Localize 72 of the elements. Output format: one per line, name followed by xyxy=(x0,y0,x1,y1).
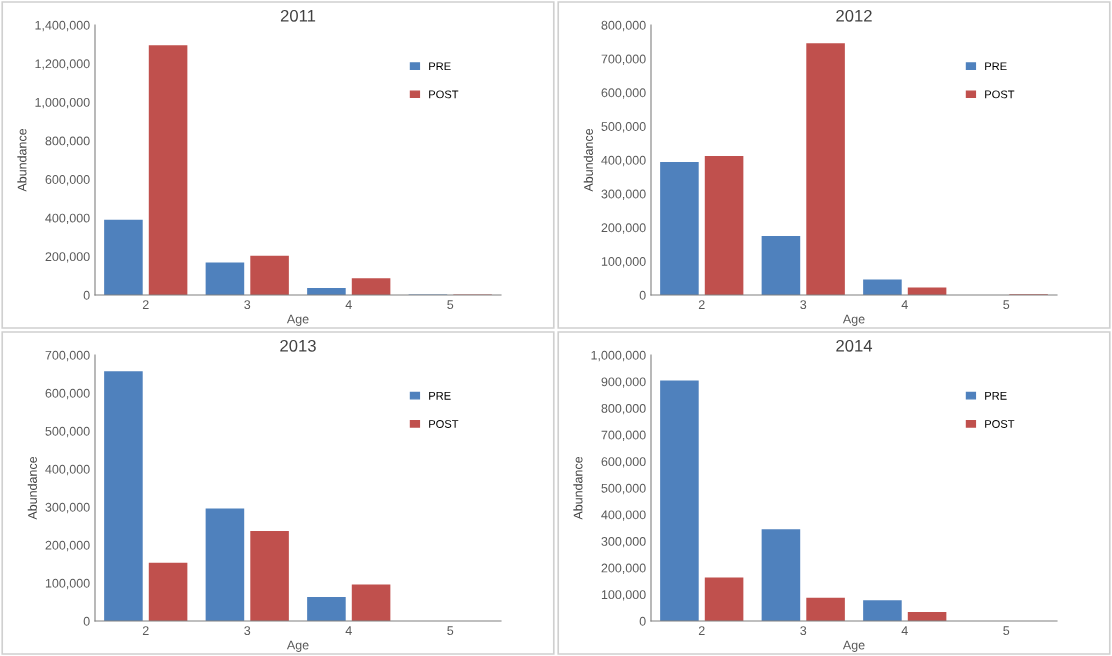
x-tick-label: 5 xyxy=(1003,300,1010,310)
y-tick-label: 100,000 xyxy=(601,257,646,268)
x-axis-title: Age xyxy=(842,640,865,652)
y-tick-label: 600,000 xyxy=(45,175,90,186)
y-tick-label: 500,000 xyxy=(601,483,646,495)
y-tick-label: 800,000 xyxy=(601,20,646,32)
y-axis-title: Abundance xyxy=(583,128,593,192)
x-tick-label: 5 xyxy=(447,626,454,636)
x-axis-title: Age xyxy=(286,640,309,652)
y-tick-label: 0 xyxy=(83,616,90,626)
legend-label: POST xyxy=(429,420,459,428)
x-tick-label: 3 xyxy=(800,626,807,636)
y-tick-label: 700,000 xyxy=(601,430,646,441)
x-tick-label: 4 xyxy=(345,626,352,635)
y-tick-label: 300,000 xyxy=(601,189,646,200)
legend-label: PRE xyxy=(429,62,451,71)
x-tick-label: 4 xyxy=(901,300,908,309)
x-axis-title: Age xyxy=(286,314,309,326)
y-tick-label: 1,400,000 xyxy=(35,20,90,32)
y-tick-label: 500,000 xyxy=(601,122,646,133)
x-tick-label: 2 xyxy=(698,626,705,635)
y-tick-label: 0 xyxy=(639,616,646,626)
y-tick-label: 700,000 xyxy=(45,350,90,362)
y-tick-label: 300,000 xyxy=(601,537,646,548)
x-tick-label: 2 xyxy=(142,626,149,635)
chart-title: 2011 xyxy=(280,9,316,22)
y-tick-label: 1,200,000 xyxy=(35,59,90,70)
x-tick-label: 3 xyxy=(244,300,251,310)
legend-label: PRE xyxy=(985,62,1007,71)
x-tick-label: 4 xyxy=(901,626,908,635)
y-tick-label: 600,000 xyxy=(601,88,646,99)
y-tick-label: 1,000,000 xyxy=(35,97,90,109)
y-tick-label: 1,000,000 xyxy=(591,350,646,362)
x-tick-label: 4 xyxy=(345,300,352,309)
chart-title: 2014 xyxy=(836,339,873,352)
y-tick-label: 700,000 xyxy=(601,54,646,65)
y-tick-label: 400,000 xyxy=(45,213,90,224)
legend-label: PRE xyxy=(429,392,451,400)
legend-label: PRE xyxy=(985,392,1007,400)
y-tick-label: 500,000 xyxy=(45,426,90,438)
x-tick-label: 2 xyxy=(142,300,149,309)
y-axis-title: Abundance xyxy=(27,456,37,520)
legend-label: POST xyxy=(985,420,1015,428)
legend-label: POST xyxy=(429,90,459,99)
chart-title: 2012 xyxy=(836,9,872,22)
x-tick-label: 2 xyxy=(698,300,705,309)
legend-label: POST xyxy=(985,90,1015,99)
y-tick-label: 100,000 xyxy=(601,590,646,601)
y-tick-label: 400,000 xyxy=(601,155,646,167)
y-axis-title: Abundance xyxy=(17,128,27,192)
x-tick-label: 3 xyxy=(800,300,807,310)
y-tick-label: 400,000 xyxy=(601,510,646,521)
y-tick-label: 200,000 xyxy=(601,563,646,574)
y-tick-label: 200,000 xyxy=(45,540,90,552)
y-tick-label: 400,000 xyxy=(45,464,90,476)
y-axis-title: Abundance xyxy=(573,456,583,520)
y-tick-label: 600,000 xyxy=(45,388,90,400)
y-tick-label: 800,000 xyxy=(601,404,646,415)
y-tick-label: 0 xyxy=(639,290,646,300)
y-tick-label: 0 xyxy=(83,290,90,300)
y-tick-label: 100,000 xyxy=(45,578,90,590)
y-tick-label: 900,000 xyxy=(601,377,646,388)
chart-title: 2013 xyxy=(280,339,316,352)
x-tick-label: 3 xyxy=(244,626,251,636)
y-tick-label: 600,000 xyxy=(601,457,646,468)
x-tick-label: 5 xyxy=(447,300,454,310)
y-tick-label: 300,000 xyxy=(45,502,90,514)
y-tick-label: 200,000 xyxy=(45,252,90,263)
x-tick-label: 5 xyxy=(1003,626,1010,636)
y-tick-label: 800,000 xyxy=(45,136,90,147)
y-tick-label: 200,000 xyxy=(601,223,646,234)
x-axis-title: Age xyxy=(842,314,865,326)
